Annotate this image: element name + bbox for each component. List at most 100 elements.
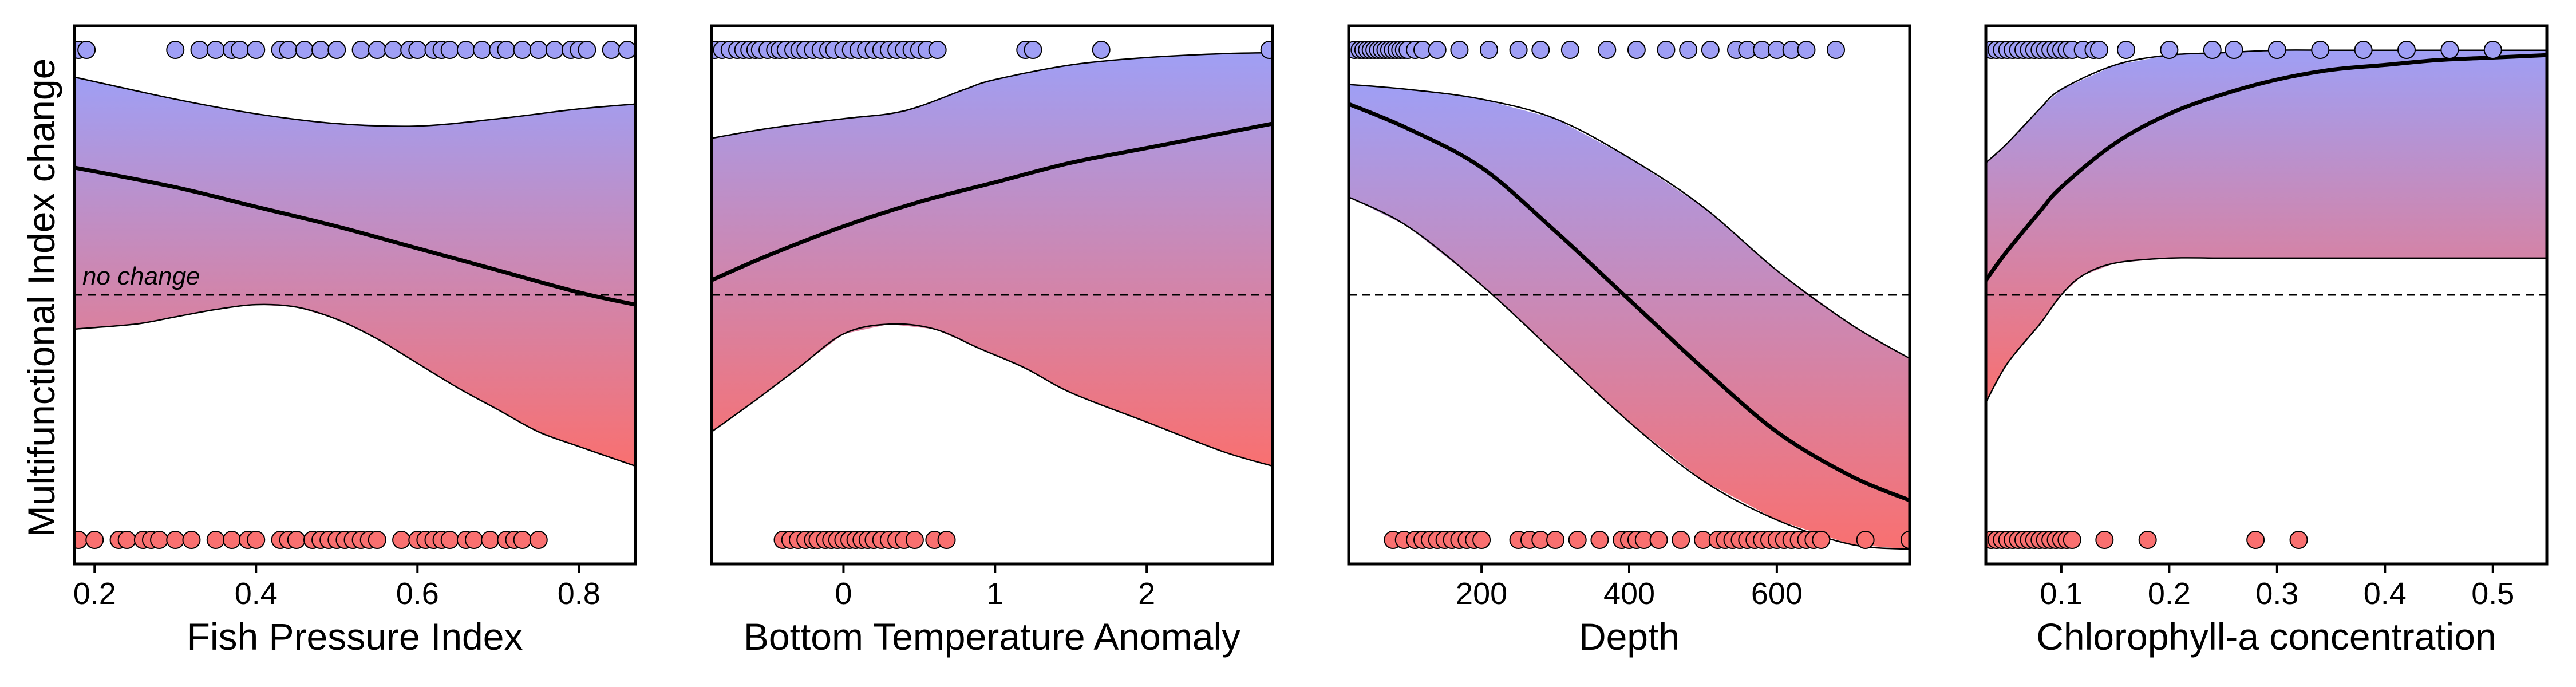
point-top <box>513 41 532 59</box>
point-bottom <box>206 531 225 549</box>
x-tick-label: 0.4 <box>2364 577 2407 611</box>
plot-area <box>1349 41 1910 550</box>
point-top <box>2089 41 2108 59</box>
point-bottom <box>1568 531 1587 549</box>
point-bottom <box>287 531 306 549</box>
point-top <box>327 41 346 59</box>
band-lower-edge <box>712 323 1273 467</box>
mean-curve <box>1986 53 2547 282</box>
point-top <box>384 41 402 59</box>
point-top <box>279 41 298 59</box>
point-top <box>2483 41 2502 59</box>
point-bottom <box>2095 531 2114 549</box>
point-top <box>473 41 492 59</box>
band-upper-edge <box>712 52 1273 139</box>
x-tick-label: 0.2 <box>73 577 116 611</box>
point-top <box>618 41 635 59</box>
x-tick-label: 0.5 <box>2471 577 2514 611</box>
x-tick-label: 0.1 <box>2040 577 2083 611</box>
panel-1: 0.2 0.4 0.6 0.8 Fish Pressure Index no change <box>73 24 637 658</box>
point-bottom <box>529 531 548 549</box>
confidence-band <box>1986 50 2547 402</box>
confidence-band <box>1349 84 1910 550</box>
axes-frame <box>710 24 1274 566</box>
point-top <box>1679 41 1698 59</box>
point-top <box>368 41 386 59</box>
band-upper-edge <box>74 76 635 127</box>
point-top <box>1657 41 1676 59</box>
x-tick-label: 0.6 <box>396 577 439 611</box>
point-bottom <box>392 531 411 549</box>
x-axis-label: Chlorophyll-a concentration <box>2036 615 2496 658</box>
point-top <box>2440 41 2459 59</box>
point-top <box>408 41 427 59</box>
point-top <box>2160 41 2179 59</box>
band-lower-edge <box>74 303 635 467</box>
point-bottom <box>222 531 241 549</box>
point-top <box>2117 41 2135 59</box>
point-bottom <box>513 531 532 549</box>
point-top <box>1428 41 1447 59</box>
x-axis-label: Fish Pressure Index <box>187 615 523 658</box>
point-bottom <box>166 531 185 549</box>
confidence-band <box>74 77 635 467</box>
point-bottom <box>1649 531 1668 549</box>
point-top <box>1797 41 1816 59</box>
point-top <box>529 41 548 59</box>
mean-curve <box>1349 102 1910 503</box>
panel-2: 0 1 2 Bottom Temperature Anomaly <box>710 24 1274 658</box>
point-top <box>1260 41 1273 59</box>
point-top <box>1627 41 1646 59</box>
axes-frame <box>73 24 637 566</box>
point-bottom <box>1672 531 1690 549</box>
point-bottom <box>2138 531 2157 549</box>
point-top <box>1531 41 1550 59</box>
point-bottom <box>74 531 88 549</box>
point-top <box>1598 41 1617 59</box>
point-top <box>190 41 209 59</box>
point-top <box>351 41 370 59</box>
x-tick-label: 400 <box>1603 577 1655 611</box>
point-top <box>1024 41 1042 59</box>
mean-curve <box>712 121 1273 282</box>
point-bottom <box>247 531 266 549</box>
point-bottom <box>937 531 956 549</box>
point-top <box>1827 41 1846 59</box>
point-bottom <box>368 531 386 549</box>
point-bottom <box>1590 531 1609 549</box>
band-lower-edge <box>1986 257 2547 403</box>
point-top <box>497 41 516 59</box>
x-axis-label: Bottom Temperature Anomaly <box>744 615 1240 658</box>
point-top <box>2267 41 2286 59</box>
point-bottom <box>2289 531 2308 549</box>
point-top <box>1509 41 1528 59</box>
point-top <box>247 41 266 59</box>
point-top <box>2354 41 2373 59</box>
point-top <box>2203 41 2222 59</box>
point-top <box>545 41 564 59</box>
point-top <box>1480 41 1498 59</box>
point-top <box>1701 41 1720 59</box>
x-tick-label: 0.2 <box>2148 577 2191 611</box>
point-bottom <box>1812 531 1831 549</box>
point-top <box>578 41 596 59</box>
x-tick-label: 0.3 <box>2255 577 2298 611</box>
confidence-band <box>712 53 1273 467</box>
point-top <box>456 41 475 59</box>
panels: 0.2 0.4 0.6 0.8 Fish Pressure Index no change… <box>73 24 2549 658</box>
x-tick-label: 200 <box>1456 577 1507 611</box>
point-top <box>311 41 330 59</box>
point-bottom <box>2063 531 2081 549</box>
point-top <box>1092 41 1111 59</box>
band-upper-edge <box>1349 84 1910 360</box>
point-top <box>1450 41 1469 59</box>
x-tick-label: 0 <box>835 577 852 611</box>
point-bottom <box>85 531 104 549</box>
mean-curve <box>74 165 635 307</box>
point-top <box>77 41 96 59</box>
point-bottom <box>440 531 459 549</box>
x-tick-label: 600 <box>1751 577 1803 611</box>
plot-area <box>1986 41 2547 549</box>
point-bottom <box>905 531 924 549</box>
